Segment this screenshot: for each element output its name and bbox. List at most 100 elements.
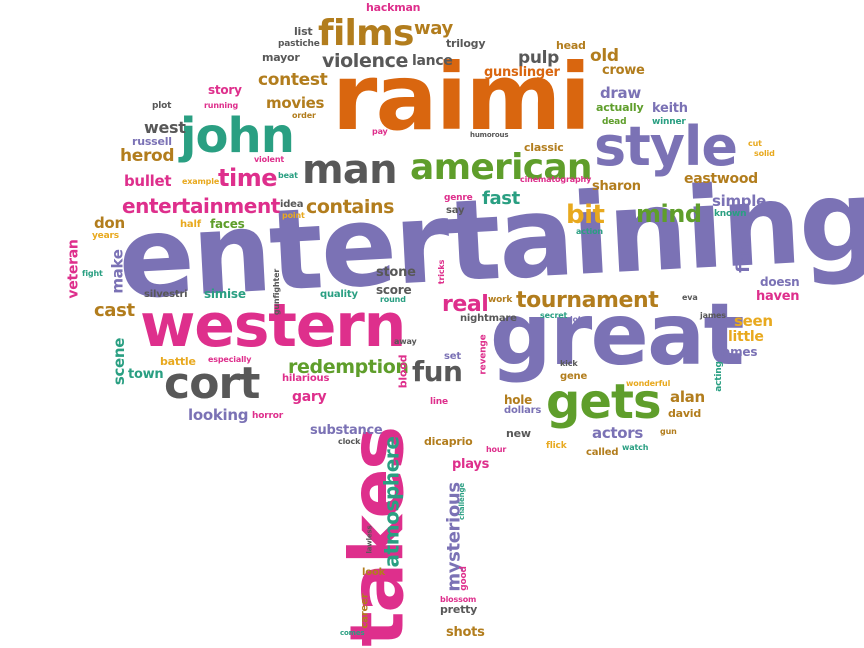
word-kick: kick: [560, 359, 578, 368]
word-beat: beat: [278, 171, 298, 180]
word-american: american: [410, 147, 593, 188]
word-classic: classic: [524, 141, 564, 154]
word-violent: violent: [254, 155, 285, 164]
word-james: james: [700, 311, 726, 320]
word-herod: herod: [120, 146, 175, 166]
word-years: years: [92, 231, 119, 241]
word-john: john: [180, 108, 295, 164]
word-silvestri: silvestri: [144, 289, 188, 300]
word-head: head: [556, 39, 586, 52]
word-western: western: [140, 291, 406, 361]
word-dollars: dollars: [504, 405, 542, 416]
word-lot: lot: [570, 315, 582, 324]
word-eva: eva: [682, 293, 698, 302]
word-man: man: [302, 147, 398, 193]
word-looking: looking: [188, 406, 249, 424]
word-fun: fun: [412, 355, 463, 388]
word-time: time: [218, 164, 278, 192]
word-great: great: [490, 285, 745, 385]
word-trilogy: trilogy: [446, 37, 486, 50]
word-winner: winner: [652, 117, 686, 127]
word-simise: simise: [204, 287, 246, 301]
word-secret: secret: [540, 311, 568, 320]
word-old: old: [590, 46, 619, 66]
word-new: new: [506, 427, 531, 440]
word-david: david: [668, 407, 702, 420]
word-gunfighter: gunfighter: [272, 268, 282, 316]
word-movies: movies: [266, 94, 325, 112]
word-cinematography: cinematography: [520, 175, 592, 184]
word-acting: acting: [713, 361, 724, 392]
word-contains: contains: [306, 196, 395, 218]
word-fan: fan: [732, 241, 754, 273]
word-cort: cort: [164, 358, 260, 409]
word-battle: battle: [160, 355, 196, 368]
word-little: little: [728, 329, 764, 345]
word-stone: stone: [376, 265, 416, 280]
word-order: order: [292, 111, 316, 120]
word-point: point: [282, 211, 305, 220]
word-round: round: [380, 295, 406, 304]
word-challenge: challenge: [457, 483, 466, 520]
word-don: don: [94, 214, 125, 232]
word-clock: clock: [338, 437, 361, 446]
word-gets: gets: [546, 374, 662, 430]
word-contest: contest: [258, 70, 328, 90]
word-west: west: [144, 118, 186, 137]
word-nightmare: nightmare: [460, 313, 517, 324]
word-comes: comes: [340, 629, 365, 637]
word-pulp: pulp: [518, 48, 559, 68]
word-violence: violence: [322, 50, 408, 72]
word-especially: especially: [208, 355, 252, 364]
word-faces: faces: [210, 217, 245, 231]
word-names: names: [714, 345, 758, 359]
word-called: called: [586, 447, 619, 458]
word-keith: keith: [652, 101, 688, 116]
word-blood: blood: [396, 354, 410, 389]
word-haven: haven: [756, 289, 800, 304]
word-scene: scene: [110, 337, 129, 386]
word-look: look: [362, 567, 386, 578]
word-films: films: [318, 13, 414, 54]
word-cast: cast: [94, 300, 135, 321]
word-say: say: [446, 205, 465, 216]
word-lawless: lawless: [365, 525, 374, 554]
word-atmosphere: atmosphere: [379, 436, 404, 568]
word-good: good: [458, 566, 469, 591]
word-career: career: [359, 593, 371, 629]
word-flick: flick: [546, 441, 567, 451]
word-gary: gary: [292, 389, 327, 405]
word-plot: plot: [152, 101, 172, 111]
word-seen: seen: [734, 312, 773, 330]
word-plays: plays: [452, 457, 490, 472]
word-idea: idea: [280, 199, 304, 210]
word-away: away: [394, 337, 417, 346]
word-known: known: [714, 209, 747, 219]
word-set: set: [444, 351, 461, 362]
word-blossom: blossom: [440, 595, 477, 604]
word-mayor: mayor: [262, 51, 300, 64]
word-draw: draw: [600, 84, 641, 102]
word-hour: hour: [486, 445, 507, 454]
word-bullet: bullet: [124, 172, 172, 190]
word-actually: actually: [596, 101, 644, 114]
word-watch: watch: [622, 443, 649, 452]
word-work: work: [488, 295, 513, 305]
word-list: list: [294, 25, 313, 38]
word-score: score: [376, 283, 412, 297]
word-dicaprio: dicaprio: [424, 435, 473, 448]
word-eastwood: eastwood: [684, 171, 758, 187]
word-takes: takes: [334, 427, 421, 647]
word-horror: horror: [252, 411, 284, 421]
word-redemption: redemption: [288, 356, 409, 378]
word-cut: cut: [748, 139, 762, 148]
word-tournament: tournament: [516, 288, 659, 313]
word-example: example: [182, 177, 220, 186]
word-tricks: tricks: [437, 259, 447, 285]
word-bit: bit: [566, 200, 605, 230]
word-hackman: hackman: [366, 1, 421, 14]
word-dead: dead: [602, 117, 627, 127]
word-genre: genre: [444, 193, 473, 203]
word-sharon: sharon: [592, 179, 641, 194]
